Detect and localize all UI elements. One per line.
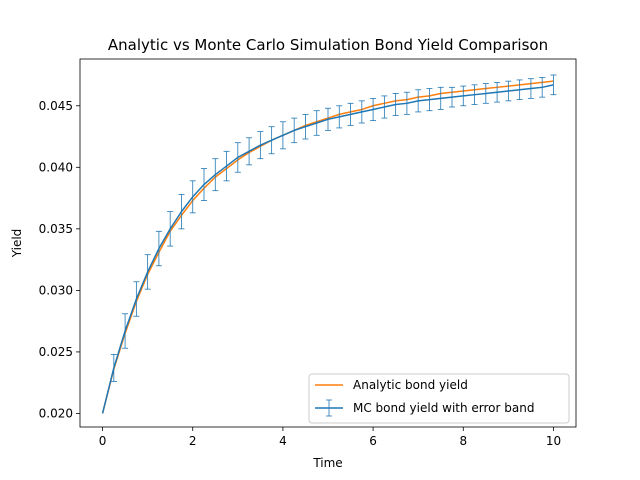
legend: Analytic bond yield MC bond yield with e… bbox=[308, 373, 570, 424]
legend-swatch-mc bbox=[315, 399, 343, 417]
x-tick-label: 4 bbox=[279, 434, 287, 448]
error-bar bbox=[449, 86, 455, 108]
error-bar bbox=[257, 131, 264, 160]
legend-label-analytic: Analytic bond yield bbox=[353, 378, 468, 392]
error-bar bbox=[539, 77, 546, 98]
axes-frame bbox=[79, 58, 577, 428]
y-tick-label: 0.035 bbox=[39, 222, 73, 236]
error-bar bbox=[482, 83, 489, 104]
y-tick-label: 0.025 bbox=[39, 345, 73, 359]
y-tick-label: 0.020 bbox=[39, 406, 73, 420]
error-bar bbox=[403, 91, 410, 115]
error-bar bbox=[302, 113, 309, 140]
series-line-mc bbox=[101, 84, 554, 414]
error-bar bbox=[144, 254, 151, 290]
error-bar bbox=[516, 79, 523, 101]
y-tick-label: 0.045 bbox=[39, 99, 73, 113]
y-tick-label: 0.030 bbox=[39, 283, 73, 297]
error-bar bbox=[110, 353, 117, 382]
error-bar bbox=[189, 180, 196, 214]
x-tick-label: 0 bbox=[99, 434, 107, 448]
error-bar bbox=[133, 281, 140, 317]
legend-label-mc: MC bond yield with error band bbox=[353, 401, 534, 415]
error-bar bbox=[527, 78, 534, 99]
error-bar bbox=[268, 126, 275, 155]
error-bar bbox=[494, 81, 501, 103]
error-bar bbox=[358, 100, 365, 124]
error-bar bbox=[392, 93, 399, 117]
error-bar bbox=[201, 168, 207, 201]
x-tick-label: 2 bbox=[189, 434, 197, 448]
error-bar bbox=[347, 102, 354, 126]
error-bar bbox=[279, 121, 286, 150]
error-bar bbox=[122, 313, 129, 349]
error-bar bbox=[167, 211, 174, 247]
error-bar bbox=[437, 86, 444, 110]
error-bar bbox=[223, 150, 230, 182]
error-bar bbox=[212, 158, 219, 192]
error-bar bbox=[460, 85, 467, 107]
error-bar bbox=[370, 97, 377, 121]
error-bar bbox=[426, 88, 433, 112]
x-tick-label: 10 bbox=[546, 434, 561, 448]
plot-area: 0 2 4 6 8 10 0.020 0.025 0.030 0.035 0.040 0.045 bbox=[39, 58, 577, 448]
error-bar bbox=[471, 84, 478, 105]
x-tick-label: 8 bbox=[459, 434, 467, 448]
error-bar bbox=[381, 95, 388, 119]
error-bar bbox=[291, 117, 298, 144]
chart-title: Analytic vs Monte Carlo Simulation Bond … bbox=[108, 36, 548, 54]
series-line-analytic bbox=[101, 80, 554, 414]
error-bar bbox=[415, 89, 422, 113]
error-bar bbox=[178, 193, 185, 230]
error-bar bbox=[550, 74, 557, 96]
error-bar bbox=[246, 137, 253, 166]
error-bar bbox=[505, 80, 512, 102]
y-axis-label: Yield bbox=[10, 229, 24, 259]
error-bar bbox=[313, 110, 320, 136]
error-bar bbox=[325, 107, 331, 131]
x-tick-label: 6 bbox=[369, 434, 377, 448]
y-tick-label: 0.040 bbox=[39, 160, 73, 174]
error-bar bbox=[155, 230, 162, 267]
legend-box bbox=[308, 373, 570, 424]
error-bar bbox=[336, 105, 343, 129]
error-bar bbox=[234, 142, 241, 173]
x-axis-label: Time bbox=[312, 456, 342, 470]
